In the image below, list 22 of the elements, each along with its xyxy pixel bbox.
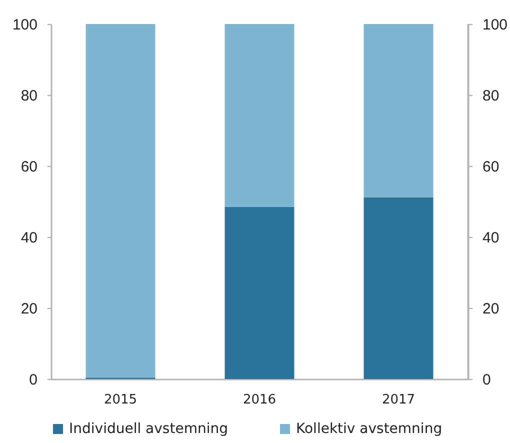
y-tick-label: 40 [20, 230, 38, 246]
legend-label: Individuell avstemning [69, 421, 228, 437]
y-tick-label: 0 [29, 372, 38, 388]
bar [224, 24, 294, 207]
bar [224, 206, 294, 379]
y-tick-label: 80 [20, 88, 38, 104]
legend-label: Kollektiv avstemning [296, 421, 442, 437]
y2-tick-label: 0 [482, 372, 491, 388]
bar [86, 24, 156, 378]
y-tick-label: 20 [20, 300, 38, 318]
x-tick-label: 2015 [104, 392, 138, 408]
y2-tick-label: 100 [482, 16, 508, 34]
bar [364, 24, 434, 198]
y-tick-label: 100 [12, 16, 38, 34]
bar [364, 197, 434, 379]
y2-tick-label: 60 [482, 158, 500, 176]
y-tick-label: 60 [20, 158, 38, 176]
y2-tick-label: 20 [482, 300, 500, 318]
x-tick-label: 2016 [242, 392, 276, 408]
x-tick-label: 2017 [382, 392, 416, 408]
y2-tick-label: 40 [482, 230, 500, 246]
y2-tick-label: 80 [482, 88, 500, 104]
